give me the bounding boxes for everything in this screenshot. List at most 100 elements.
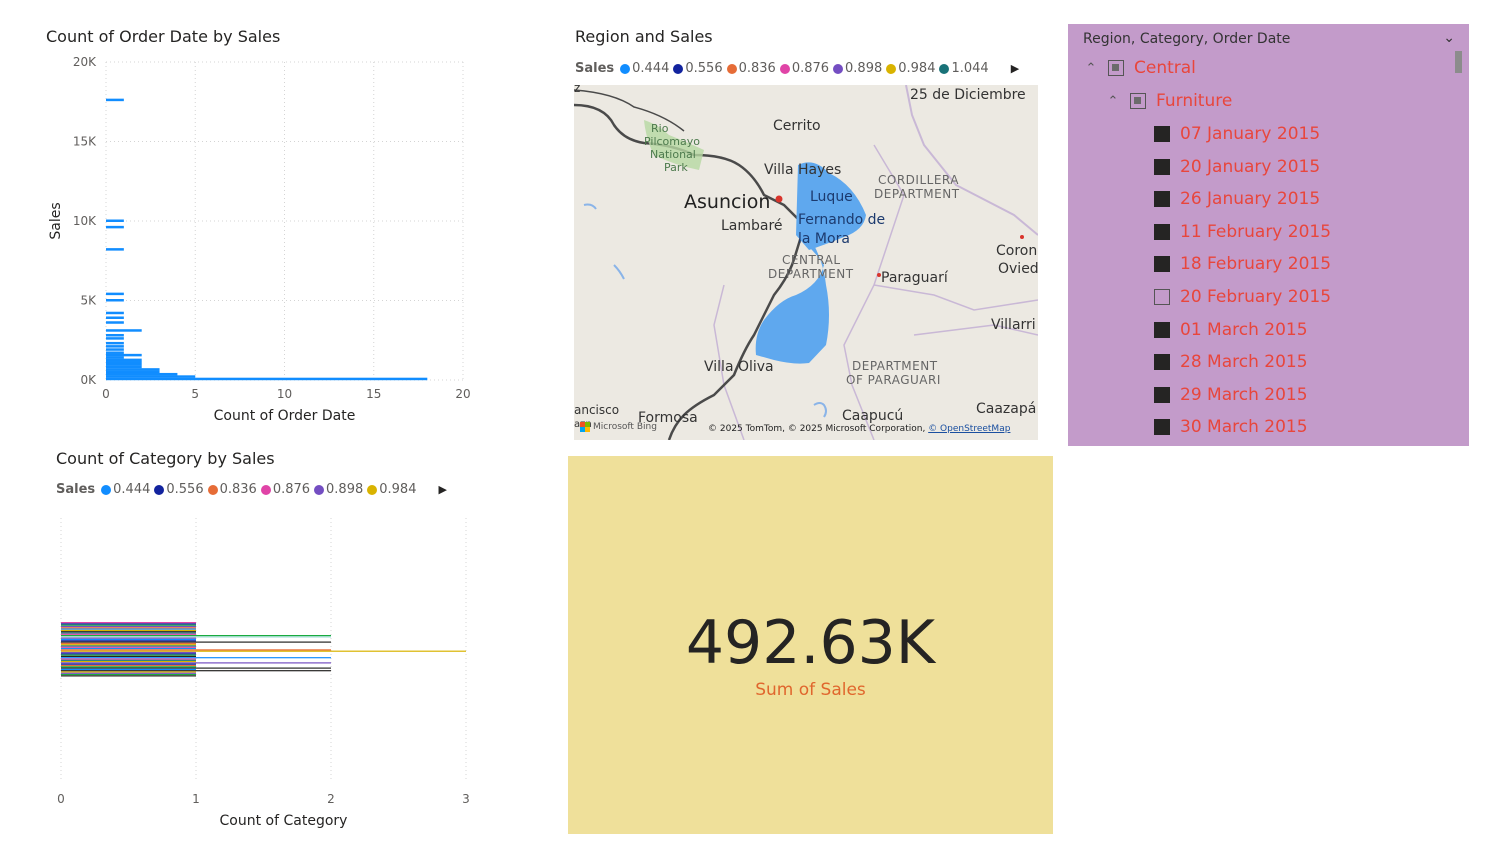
bar[interactable] [61, 659, 196, 661]
legend-item[interactable]: 0.984 [367, 482, 416, 497]
bar[interactable] [61, 633, 196, 635]
bar[interactable] [106, 219, 124, 223]
checked-checkbox-icon[interactable] [1154, 386, 1170, 403]
bar[interactable] [61, 646, 196, 648]
slicer-date-item[interactable]: 20 February 2015 [1154, 285, 1331, 309]
legend-item[interactable]: 0.898 [833, 61, 882, 76]
bar[interactable] [61, 674, 196, 676]
bar[interactable] [61, 631, 196, 633]
bar[interactable] [61, 629, 196, 631]
legend-next-arrow-icon[interactable]: ▶ [1010, 62, 1020, 75]
bar[interactable] [106, 98, 124, 102]
bar[interactable] [61, 641, 331, 643]
bar[interactable] [61, 657, 331, 659]
bar[interactable] [106, 351, 124, 354]
bar[interactable] [61, 651, 196, 654]
partial-checkbox-icon[interactable] [1130, 93, 1146, 109]
bar[interactable] [61, 632, 196, 634]
bar[interactable] [106, 368, 160, 371]
checked-checkbox-icon[interactable] [1154, 321, 1170, 338]
bar[interactable] [61, 670, 331, 672]
checked-checkbox-icon[interactable] [1154, 223, 1170, 240]
legend-item[interactable]: 0.444 [101, 482, 150, 497]
caret-up-icon[interactable]: ⌃ [1107, 93, 1119, 109]
bar[interactable] [61, 661, 196, 663]
bar[interactable] [61, 666, 196, 668]
slicer-date-item[interactable]: 28 March 2015 [1154, 350, 1308, 374]
legend-item[interactable]: 0.836 [726, 61, 776, 76]
bar[interactable] [61, 653, 196, 655]
slicer-node-region[interactable]: ⌃ Central [1082, 56, 1196, 80]
unchecked-checkbox-icon[interactable] [1154, 289, 1170, 305]
bar[interactable] [106, 311, 124, 315]
slicer-date-item[interactable]: 01 March 2015 [1154, 318, 1308, 342]
bar[interactable] [61, 628, 196, 630]
bar[interactable] [106, 363, 142, 366]
bar[interactable] [61, 664, 196, 667]
bar[interactable] [106, 341, 124, 345]
bar[interactable] [61, 667, 331, 669]
bar[interactable] [106, 361, 142, 364]
bar[interactable] [106, 329, 142, 332]
bar[interactable] [61, 668, 196, 670]
bar[interactable] [106, 299, 124, 302]
partial-checkbox-icon[interactable] [1108, 60, 1124, 76]
bar[interactable] [106, 358, 142, 362]
sum-of-sales-card[interactable]: 492.63K Sum of Sales [568, 456, 1053, 834]
checked-checkbox-icon[interactable] [1154, 126, 1170, 142]
bar[interactable] [61, 655, 196, 657]
category-sales-chart[interactable]: 0 1 2 3 Count of Category [40, 510, 490, 835]
bar[interactable] [61, 650, 466, 652]
bar[interactable] [61, 623, 196, 625]
bar[interactable] [61, 658, 196, 660]
bar[interactable] [61, 675, 196, 677]
bar[interactable] [61, 635, 331, 637]
bar[interactable] [61, 644, 196, 646]
checked-checkbox-icon[interactable] [1154, 158, 1170, 175]
bar[interactable] [106, 345, 124, 348]
bar[interactable] [61, 625, 196, 628]
bar[interactable] [61, 649, 331, 651]
bar[interactable] [61, 662, 331, 664]
checked-checkbox-icon[interactable] [1154, 354, 1170, 371]
bar[interactable] [106, 365, 142, 369]
checked-checkbox-icon[interactable] [1154, 191, 1170, 208]
legend-item[interactable]: 0.876 [260, 482, 310, 497]
slicer-scrollbar[interactable] [1455, 51, 1462, 73]
bar[interactable] [61, 624, 196, 626]
slicer-date-item[interactable]: 11 February 2015 [1154, 220, 1331, 244]
bar[interactable] [61, 654, 196, 656]
legend-item[interactable]: 1.044 [939, 61, 989, 76]
bar[interactable] [61, 642, 196, 644]
bar[interactable] [106, 348, 124, 351]
slicer-date-item[interactable]: 30 March 2015 [1154, 415, 1308, 439]
bar[interactable] [61, 645, 196, 647]
bar[interactable] [106, 316, 124, 319]
legend-item[interactable]: 0.898 [314, 482, 363, 497]
slicer-date-item[interactable]: 20 January 2015 [1154, 155, 1320, 179]
bar[interactable] [61, 627, 196, 629]
bar[interactable] [106, 353, 142, 357]
hierarchy-slicer[interactable]: Region, Category, Order Date ⌄ ⌃ Central… [1068, 24, 1469, 446]
legend-next-arrow-icon[interactable]: ▶ [438, 483, 447, 496]
bar[interactable] [61, 637, 196, 639]
bar[interactable] [106, 375, 196, 378]
caret-up-icon[interactable]: ⌃ [1085, 60, 1097, 76]
legend-item[interactable]: 0.444 [620, 61, 669, 76]
bar[interactable] [61, 648, 196, 650]
bar[interactable] [61, 638, 196, 641]
chevron-down-icon[interactable]: ⌄ [1443, 30, 1455, 46]
legend-item[interactable]: 0.556 [673, 61, 723, 76]
bar[interactable] [106, 225, 124, 229]
region-map[interactable]: Asuncion Lambaré Cerrito Villa Hayes Luq… [574, 85, 1038, 440]
bar[interactable] [106, 337, 124, 340]
legend-item[interactable]: 0.836 [207, 482, 257, 497]
slicer-date-item[interactable]: 26 January 2015 [1154, 187, 1320, 211]
legend-item[interactable]: 0.556 [154, 482, 204, 497]
checked-checkbox-icon[interactable] [1154, 256, 1170, 273]
bar[interactable] [106, 377, 428, 381]
order-date-sales-chart[interactable]: 0 5 10 15 20 0K 5K 10K 15K 20K Count of Order Date… [40, 52, 490, 432]
bar[interactable] [61, 672, 196, 674]
bar[interactable] [106, 356, 124, 359]
bar[interactable] [106, 370, 160, 374]
